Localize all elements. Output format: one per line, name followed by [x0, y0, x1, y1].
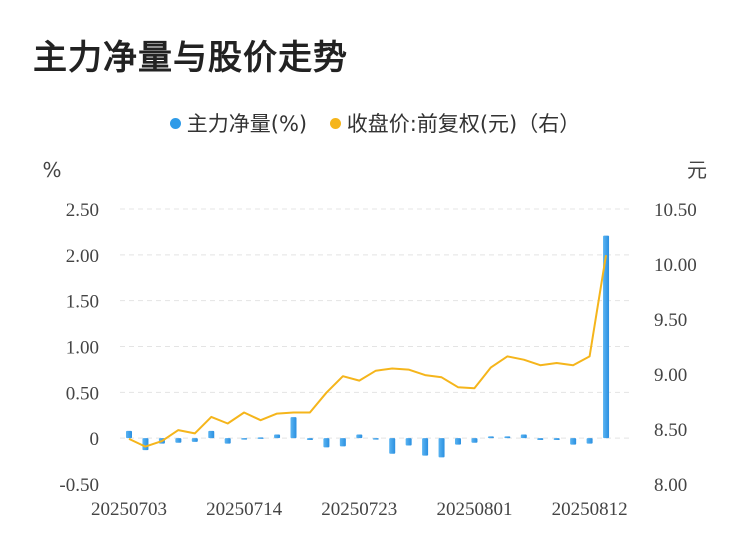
net-volume-bar [537, 438, 544, 440]
right-tick-label: 10.50 [654, 200, 697, 221]
x-tick-label: 20250714 [206, 499, 283, 520]
left-axis-unit: % [42, 158, 61, 182]
net-volume-bar [586, 438, 593, 444]
right-tick-label: 9.50 [654, 310, 687, 331]
legend-item-close-price[interactable]: 收盘价:前复权(元)（右） [329, 108, 581, 138]
net-volume-bar [520, 434, 527, 439]
left-tick-label: 1.00 [66, 338, 99, 359]
right-tick-label: 8.00 [654, 475, 687, 496]
net-volume-bar [504, 436, 511, 439]
net-volume-bar [257, 437, 264, 439]
net-volume-bar [603, 235, 610, 439]
x-tick-label: 20250703 [91, 499, 167, 520]
net-volume-bar [372, 438, 379, 440]
left-tick-label: 1.50 [66, 292, 99, 313]
net-volume-bar [126, 430, 132, 439]
right-tick-label: 9.00 [654, 365, 687, 386]
legend-label-net-volume: 主力净量(%) [186, 112, 308, 136]
net-volume-bar [323, 438, 330, 448]
legend-label-close-price: 收盘价:前复权(元)（右） [346, 112, 581, 136]
net-volume-bar [356, 434, 363, 439]
net-volume-bar [224, 438, 231, 444]
left-tick-label: 0 [90, 429, 100, 450]
net-volume-bar [142, 438, 149, 451]
right-tick-label: 8.50 [654, 420, 687, 441]
net-volume-bar [175, 438, 182, 443]
net-volume-bar [306, 438, 313, 440]
net-volume-bar [241, 438, 248, 440]
net-volume-bar [274, 434, 281, 439]
right-axis-unit: 元 [687, 158, 707, 182]
left-tick-label: -0.50 [59, 475, 99, 496]
net-volume-bar [191, 438, 198, 442]
legend-dot-net-volume [169, 118, 181, 129]
x-tick-label: 20250801 [436, 499, 512, 520]
net-volume-bar [339, 438, 346, 447]
net-volume-bar [471, 438, 478, 443]
left-tick-label: 2.50 [66, 200, 99, 221]
x-tick-label: 20250812 [552, 499, 628, 520]
legend-item-net-volume[interactable]: 主力净量(%) [169, 108, 308, 138]
chart-title: 主力净量与股价走势 [33, 38, 348, 78]
net-volume-bar [389, 438, 396, 454]
left-tick-label: 2.00 [66, 246, 99, 267]
legend-dot-close-price [329, 118, 341, 129]
net-volume-bar [422, 438, 429, 456]
net-volume-bar [208, 430, 215, 439]
net-volume-bar [553, 438, 560, 440]
net-volume-bar [487, 436, 494, 439]
net-volume-bar [438, 438, 445, 458]
net-volume-bar [290, 417, 297, 439]
x-tick-label: 20250723 [321, 499, 397, 520]
right-tick-label: 10.00 [654, 255, 697, 276]
left-tick-label: 0.50 [66, 383, 99, 404]
close-price-line [128, 255, 607, 448]
net-volume-bar [405, 438, 412, 446]
legend: 主力净量(%) 收盘价:前复权(元)（右） [0, 108, 750, 138]
net-volume-bar [570, 438, 577, 445]
net-volume-bar [455, 438, 461, 445]
